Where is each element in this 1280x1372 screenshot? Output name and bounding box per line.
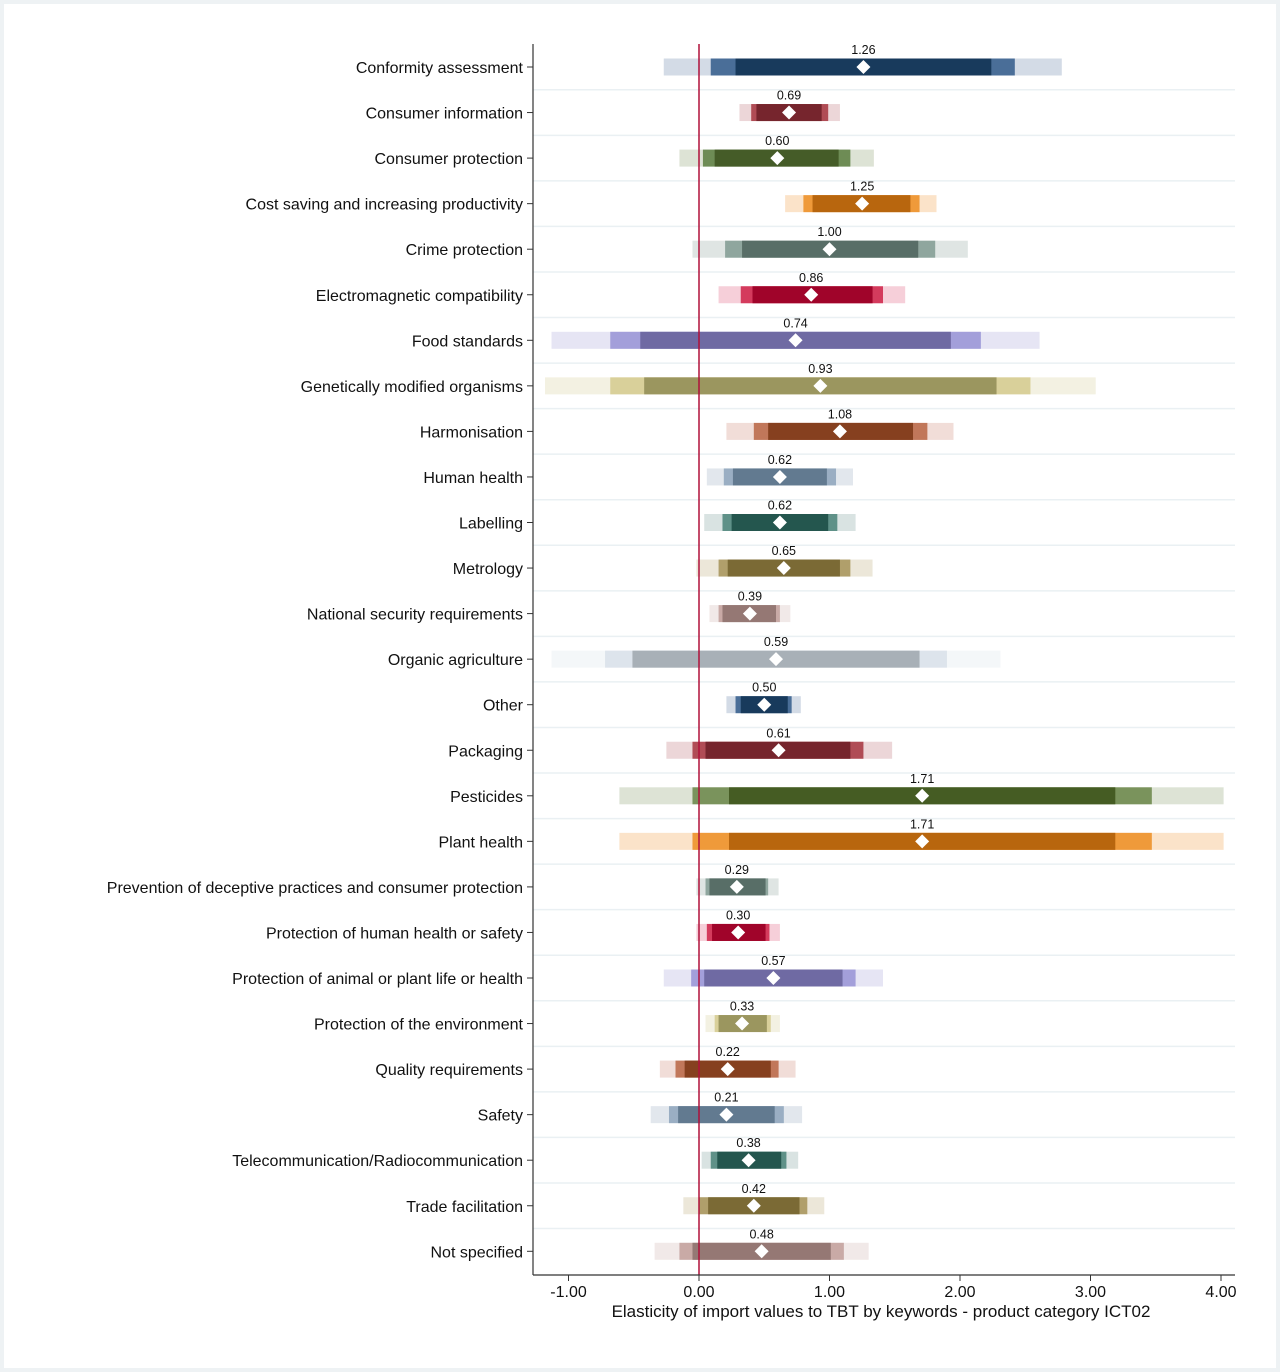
value-label: 0.69 xyxy=(777,89,801,103)
category-label: Pesticides xyxy=(450,789,523,806)
category-label: Protection of animal or plant life or he… xyxy=(232,971,523,988)
value-label: 0.62 xyxy=(768,499,792,513)
category-label: Protection of the environment xyxy=(314,1017,524,1034)
chart-frame: 1.26 0.69 0.60 1.25 1.00 0.86 0.74 0.93 1.08 0.62… xyxy=(4,4,1276,1368)
value-label: 1.26 xyxy=(851,43,875,57)
grid-lines xyxy=(533,89,1235,1230)
category-label: Cost saving and increasing productivity xyxy=(246,197,523,214)
category-label: Human health xyxy=(423,470,523,487)
value-label: 1.71 xyxy=(910,772,934,786)
value-labels: 1.26 0.69 0.60 1.25 1.00 0.86 0.74 0.93 1.08 0.62… xyxy=(714,43,934,1241)
estimate-marker xyxy=(771,743,786,758)
estimate-marker xyxy=(772,515,787,530)
category-label: Harmonisation xyxy=(420,424,523,441)
estimate-marker xyxy=(770,151,785,166)
estimate-marker xyxy=(856,60,871,74)
estimate-marker xyxy=(719,1107,734,1122)
value-label: 0.29 xyxy=(725,863,749,877)
value-label: 1.00 xyxy=(817,225,841,239)
category-label: Telecommunication/Radiocommunication xyxy=(232,1153,523,1170)
estimate-marker xyxy=(766,971,781,985)
value-label: 0.74 xyxy=(783,316,807,330)
value-label: 0.21 xyxy=(714,1091,738,1105)
estimate-marker xyxy=(731,925,746,940)
value-label: 0.60 xyxy=(765,134,789,148)
value-label: 0.48 xyxy=(749,1227,773,1241)
estimate-marker xyxy=(729,879,744,894)
estimate-marker xyxy=(813,378,828,393)
estimate-markers xyxy=(719,60,930,1259)
estimate-marker xyxy=(915,834,930,849)
estimate-marker xyxy=(782,105,797,120)
category-label: Prevention of deceptive practices and co… xyxy=(107,880,523,897)
x-tick-label: 3.00 xyxy=(1075,1284,1106,1301)
category-label: Crime protection xyxy=(406,242,523,259)
estimate-marker xyxy=(768,652,783,667)
estimate-marker xyxy=(804,287,819,302)
estimate-marker xyxy=(757,697,772,712)
value-label: 0.93 xyxy=(808,362,832,376)
x-tick-label: 1.00 xyxy=(814,1284,845,1301)
value-label: 0.39 xyxy=(738,590,762,604)
x-tick-label: 4.00 xyxy=(1205,1284,1236,1301)
estimate-marker xyxy=(915,788,930,803)
estimate-marker xyxy=(735,1016,750,1031)
value-label: 0.61 xyxy=(766,726,790,740)
estimate-marker xyxy=(776,561,791,576)
estimate-marker xyxy=(822,242,837,257)
interval-bars xyxy=(545,58,1224,1260)
category-label: Packaging xyxy=(448,743,523,760)
category-label: Safety xyxy=(478,1108,523,1125)
x-tick-label: 0.00 xyxy=(683,1284,714,1301)
estimate-marker xyxy=(741,1153,756,1168)
estimate-marker xyxy=(772,469,787,484)
category-label: Conformity assessment xyxy=(356,60,524,77)
value-label: 0.22 xyxy=(716,1045,740,1059)
category-label: Not specified xyxy=(431,1244,524,1261)
value-label: 0.65 xyxy=(772,544,796,558)
estimate-marker xyxy=(788,333,803,348)
value-label: 0.62 xyxy=(768,453,792,467)
category-label: Organic agriculture xyxy=(388,652,523,669)
category-label: Quality requirements xyxy=(375,1062,523,1079)
category-label: Labelling xyxy=(459,516,523,533)
value-label: 1.08 xyxy=(828,407,852,421)
value-label: 1.25 xyxy=(850,180,874,194)
estimate-marker xyxy=(742,606,757,621)
value-label: 0.86 xyxy=(799,271,823,285)
estimate-marker xyxy=(746,1198,761,1213)
axes: -1.00 0.00 1.00 2.00 3.00 4.00 xyxy=(527,44,1237,1301)
category-label: Trade facilitation xyxy=(406,1199,523,1216)
value-label: 1.71 xyxy=(910,817,934,831)
forest-plot: 1.26 0.69 0.60 1.25 1.00 0.86 0.74 0.93 1.08 0.62… xyxy=(107,43,1237,1321)
x-axis-title: Elasticity of import values to TBT by ke… xyxy=(612,1302,1151,1321)
category-labels: Conformity assessment Consumer informatio… xyxy=(107,60,524,1261)
value-label: 0.33 xyxy=(730,1000,754,1014)
category-label: Metrology xyxy=(453,561,523,578)
x-tick-label: -1.00 xyxy=(550,1284,587,1301)
category-label: National security requirements xyxy=(307,607,523,624)
category-label: Food standards xyxy=(412,333,523,350)
category-label: Electromagnetic compatibility xyxy=(316,288,523,305)
estimate-marker xyxy=(832,424,847,439)
category-label: Other xyxy=(483,698,524,715)
estimate-marker xyxy=(754,1244,769,1259)
value-label: 0.30 xyxy=(726,908,750,922)
category-label: Consumer protection xyxy=(374,151,523,168)
value-label: 0.59 xyxy=(764,635,788,649)
value-label: 0.42 xyxy=(742,1182,766,1196)
value-label: 0.38 xyxy=(736,1136,760,1150)
estimate-marker xyxy=(855,196,870,211)
category-label: Plant health xyxy=(438,834,523,851)
value-label: 0.50 xyxy=(752,681,776,695)
category-label: Consumer information xyxy=(366,106,523,123)
category-label: Protection of human health or safety xyxy=(266,925,523,942)
value-label: 0.57 xyxy=(761,954,785,968)
x-tick-label: 2.00 xyxy=(944,1284,975,1301)
estimate-marker xyxy=(720,1062,735,1077)
category-label: Genetically modified organisms xyxy=(301,379,523,396)
